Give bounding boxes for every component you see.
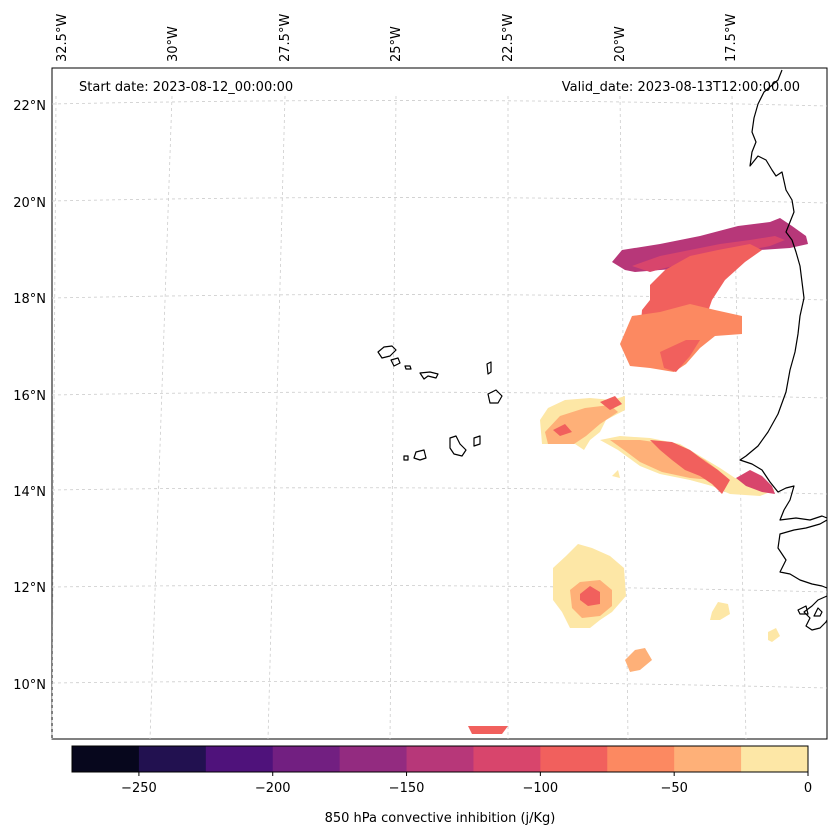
contour-small-25 — [612, 470, 620, 478]
contour-patch-east-25 — [710, 602, 730, 620]
contour-north-50 — [620, 304, 742, 372]
africa-coast — [739, 69, 828, 589]
meridian-32-5w — [51, 95, 57, 740]
lon-labels: 32.5°W 30°W 27.5°W 25°W 22.5°W 20°W 17.5… — [55, 14, 739, 62]
parallel-14n — [51, 487, 828, 495]
colorbar-tick-label: −200 — [255, 781, 291, 796]
colorbar-swatch — [540, 746, 608, 772]
cape-verde-sao-nicolau — [419, 371, 439, 380]
africa-coast-south — [797, 595, 828, 631]
meridian-27-5w — [267, 95, 286, 740]
parallel-12n — [51, 584, 828, 593]
colorbar-tick-label: −250 — [121, 781, 157, 796]
colorbar-tick-label: 0 — [804, 781, 812, 796]
colorbar-tick-label: −150 — [389, 781, 425, 796]
contour-mid-west-75 — [553, 396, 622, 436]
contour-patch-far-east-25 — [768, 628, 780, 642]
meridian-17-5w — [731, 95, 747, 740]
cape-verde-brava — [403, 455, 409, 461]
contour-patch-south-50 — [625, 648, 652, 672]
cape-verde-fogo — [413, 449, 427, 461]
colorbar-tick-label: −50 — [660, 781, 687, 796]
lat-label-22n: 22°N — [13, 99, 46, 114]
start-date-label: Start date: 2023-08-12_00:00:00 — [79, 80, 293, 95]
contour-mid-east-100 — [736, 470, 775, 494]
colorbar-swatch — [607, 746, 675, 772]
lon-label-25w: 25°W — [389, 26, 404, 62]
cape-verde-santiago — [449, 435, 467, 457]
cape-verde-maio — [473, 435, 481, 447]
lon-label-27-5w: 27.5°W — [278, 14, 293, 62]
gridlines — [51, 95, 828, 740]
parallel-22n — [51, 100, 828, 107]
lat-label-18n: 18°N — [13, 292, 46, 307]
colorbar-label: 850 hPa convective inhibition (j/Kg) — [325, 811, 556, 826]
colorbar-border — [71, 745, 809, 773]
parallel-20n — [51, 197, 828, 204]
colorbar-swatch — [339, 746, 408, 772]
valid-date-label: Valid_date: 2023-08-13T12:00:00.00 — [562, 80, 800, 95]
lat-label-14n: 14°N — [13, 485, 46, 500]
colorbar: −250 −200 −150 −100 −50 0 850 hPa convective … — [71, 745, 812, 826]
cape-verde-sao-vicente — [390, 357, 401, 367]
meridian-30w — [149, 95, 173, 740]
meridian-25w — [389, 95, 397, 740]
lat-label-10n: 10°N — [13, 678, 46, 693]
lat-label-16n: 16°N — [13, 389, 46, 404]
colorbar-swatch — [741, 746, 809, 772]
parallel-10n — [51, 680, 828, 689]
colorbar-tick-label: −100 — [523, 781, 559, 796]
cape-verde-sal — [486, 361, 492, 375]
lon-label-32-5w: 32.5°W — [55, 14, 70, 62]
cape-verde-boa-vista — [487, 389, 503, 404]
meridian-20w — [619, 95, 629, 740]
lat-labels: 22°N 20°N 18°N 16°N 14°N 12°N 10°N — [13, 99, 46, 693]
contour-south-75 — [580, 586, 600, 606]
colorbar-swatch — [406, 746, 474, 772]
contour-mid-east-75 — [650, 440, 730, 494]
map-frame — [51, 67, 828, 740]
contour-patch-bottom-75 — [468, 726, 508, 734]
colorbar-swatch — [674, 746, 742, 772]
colorbar-swatches — [72, 746, 809, 772]
lat-label-12n: 12°N — [13, 581, 46, 596]
lon-label-22-5w: 22.5°W — [501, 14, 516, 62]
parallel-18n — [51, 294, 828, 301]
coastlines — [377, 69, 828, 631]
parallel-16n — [51, 391, 828, 399]
colorbar-swatch — [473, 746, 541, 772]
lon-label-20w: 20°W — [613, 26, 628, 62]
colorbar-swatch — [272, 746, 341, 772]
colorbar-swatch — [72, 746, 140, 772]
lat-label-20n: 20°N — [13, 196, 46, 211]
contour-north-75b — [660, 340, 700, 372]
cin-contours — [468, 218, 808, 734]
cape-verde-santo-antao — [377, 345, 397, 359]
lon-label-30w: 30°W — [166, 26, 181, 62]
colorbar-ticks: −250 −200 −150 −100 −50 0 — [121, 772, 812, 796]
colorbar-swatch — [205, 746, 274, 772]
lon-label-17-5w: 17.5°W — [724, 14, 739, 62]
colorbar-swatch — [138, 746, 207, 772]
cape-verde-santa-luzia — [404, 365, 412, 370]
